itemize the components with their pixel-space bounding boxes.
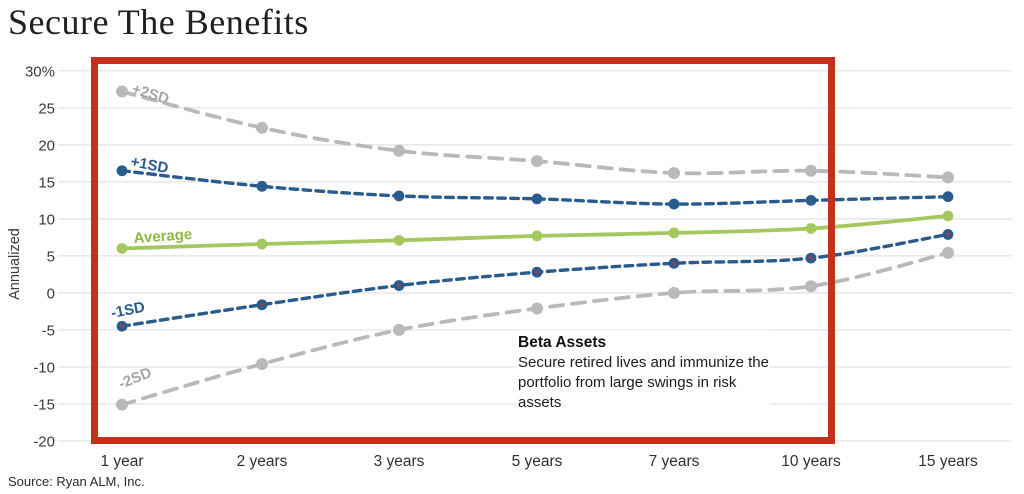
- x-axis-tick-label: 10 years: [781, 453, 841, 470]
- data-point-marker: [531, 193, 543, 205]
- data-point-inner-dot: [808, 255, 814, 261]
- annotation-heading: Beta Assets: [518, 334, 607, 351]
- x-axis-tick-label: 1 year: [100, 453, 143, 470]
- y-axis-tick-label: -10: [33, 359, 55, 376]
- y-axis-tick-label: -5: [42, 322, 55, 339]
- y-axis-tick-label: -15: [33, 396, 55, 413]
- data-point-marker: [393, 234, 405, 246]
- data-point-marker: [668, 166, 680, 179]
- series-label: -2SD: [116, 364, 154, 393]
- data-point-marker: [116, 243, 128, 254]
- data-point-marker: [116, 85, 128, 98]
- data-point-marker: [942, 171, 954, 184]
- series-label: Average: [133, 226, 193, 247]
- y-axis-tick-label: 20: [38, 137, 55, 154]
- data-point-marker: [805, 280, 817, 293]
- data-point-inner-dot: [396, 283, 402, 288]
- data-point-inner-dot: [671, 260, 677, 266]
- data-point-marker: [531, 155, 543, 168]
- data-point-inner-dot: [119, 323, 125, 329]
- data-point-marker: [942, 246, 954, 259]
- x-axis-tick-label: 5 years: [512, 453, 563, 470]
- source-note: Source: Ryan ALM, Inc.: [8, 474, 145, 489]
- x-axis-tick-label: 3 years: [374, 453, 425, 470]
- data-point-marker: [116, 398, 128, 411]
- data-point-marker: [393, 323, 405, 336]
- data-point-marker: [668, 227, 680, 239]
- data-point-inner-dot: [945, 232, 951, 237]
- y-axis-tick-label: 5: [47, 248, 55, 265]
- data-point-marker: [256, 238, 268, 250]
- x-axis-tick-label: 15 years: [918, 453, 978, 470]
- series-label: -1SD: [110, 299, 147, 322]
- data-point-marker: [116, 165, 128, 177]
- data-point-marker: [805, 194, 817, 206]
- y-axis-tick-label: 15: [38, 174, 55, 191]
- data-point-marker: [805, 223, 817, 234]
- annotation-callout: Beta Assets Secure retired lives and imm…: [516, 330, 770, 417]
- annotation-body: Secure retired lives and immunize the po…: [518, 354, 769, 411]
- data-point-marker: [531, 230, 543, 242]
- data-point-marker: [942, 210, 954, 222]
- data-point-marker: [942, 191, 954, 203]
- y-axis-tick-label: 10: [38, 211, 55, 228]
- data-point-marker: [393, 190, 405, 202]
- y-axis-tick-label: -20: [33, 433, 55, 450]
- x-axis-tick-label: 2 years: [237, 453, 288, 470]
- series-label: +1SD: [129, 153, 170, 177]
- data-point-marker: [668, 198, 680, 210]
- y-axis-tick-label: 25: [38, 100, 55, 117]
- data-point-inner-dot: [259, 302, 265, 308]
- data-point-marker: [805, 164, 817, 177]
- data-point-marker: [531, 302, 543, 315]
- data-point-marker: [256, 357, 268, 370]
- chart-title: Secure The Benefits: [8, 2, 309, 42]
- data-point-marker: [393, 144, 405, 157]
- x-axis-tick-label: 7 years: [649, 453, 700, 470]
- y-axis-tick-label: 0: [47, 285, 55, 302]
- data-point-marker: [256, 121, 268, 134]
- data-point-inner-dot: [534, 269, 540, 275]
- data-point-marker: [668, 286, 680, 299]
- data-point-marker: [256, 180, 268, 192]
- series-label: +2SD: [130, 81, 171, 108]
- y-axis-tick-label: 30%: [25, 63, 55, 80]
